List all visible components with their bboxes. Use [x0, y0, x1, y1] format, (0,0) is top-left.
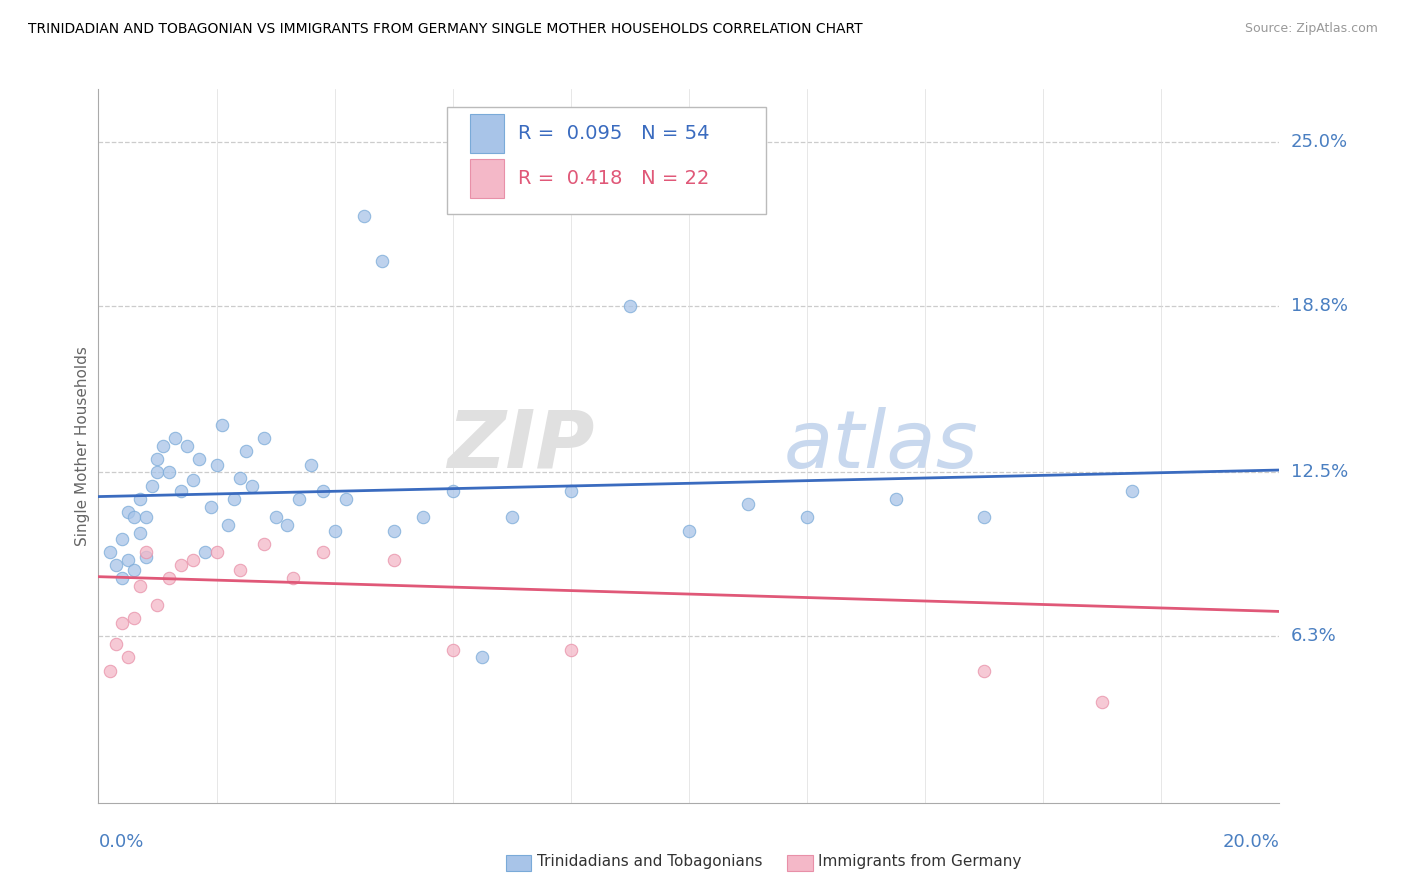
Point	[796, 510, 818, 524]
Point	[323, 524, 346, 538]
Point	[560, 642, 582, 657]
Point	[253, 431, 276, 445]
Point	[382, 552, 405, 566]
Text: 6.3%: 6.3%	[1291, 627, 1336, 645]
Point	[146, 598, 169, 612]
Point	[335, 491, 357, 506]
Point	[105, 637, 128, 651]
Point	[98, 545, 121, 559]
Point	[128, 579, 150, 593]
Point	[117, 650, 139, 665]
Text: Immigrants from Germany: Immigrants from Germany	[818, 855, 1022, 869]
Bar	[471, 159, 503, 198]
Text: 18.8%: 18.8%	[1291, 297, 1347, 315]
Point	[371, 254, 394, 268]
Point	[211, 417, 233, 432]
Point	[146, 466, 169, 480]
Point	[98, 664, 121, 678]
Text: 25.0%: 25.0%	[1291, 133, 1348, 151]
Point	[205, 458, 228, 472]
Point	[288, 491, 311, 506]
Point	[240, 478, 263, 492]
Point	[141, 478, 163, 492]
Point	[471, 650, 494, 665]
Point	[165, 431, 187, 445]
Point	[217, 518, 239, 533]
Point	[501, 510, 523, 524]
Point	[737, 497, 759, 511]
Point	[200, 500, 222, 514]
Point	[135, 545, 157, 559]
Text: 20.0%: 20.0%	[1223, 833, 1279, 851]
Text: R =  0.095   N = 54: R = 0.095 N = 54	[517, 124, 709, 143]
Point	[678, 524, 700, 538]
Point	[412, 510, 434, 524]
Text: atlas: atlas	[783, 407, 979, 485]
Point	[170, 483, 193, 498]
FancyBboxPatch shape	[447, 107, 766, 214]
Point	[619, 299, 641, 313]
Y-axis label: Single Mother Households: Single Mother Households	[75, 346, 90, 546]
Point	[122, 611, 145, 625]
Text: 0.0%: 0.0%	[98, 833, 143, 851]
Text: ZIP: ZIP	[447, 407, 595, 485]
Text: Trinidadians and Tobagonians: Trinidadians and Tobagonians	[537, 855, 762, 869]
Point	[128, 526, 150, 541]
Point	[382, 524, 405, 538]
Point	[152, 439, 174, 453]
Point	[117, 505, 139, 519]
Point	[501, 135, 523, 149]
Text: Source: ZipAtlas.com: Source: ZipAtlas.com	[1244, 22, 1378, 36]
Point	[441, 483, 464, 498]
Point	[146, 452, 169, 467]
Point	[187, 452, 209, 467]
Point	[135, 510, 157, 524]
Point	[973, 510, 995, 524]
Point	[170, 558, 193, 572]
Point	[181, 474, 204, 488]
Point	[441, 642, 464, 657]
Point	[181, 552, 204, 566]
Point	[176, 439, 198, 453]
Point	[105, 558, 128, 572]
Point	[122, 510, 145, 524]
Point	[157, 466, 180, 480]
Point	[205, 545, 228, 559]
Text: TRINIDADIAN AND TOBAGONIAN VS IMMIGRANTS FROM GERMANY SINGLE MOTHER HOUSEHOLDS C: TRINIDADIAN AND TOBAGONIAN VS IMMIGRANTS…	[28, 22, 863, 37]
Point	[128, 491, 150, 506]
Point	[884, 491, 907, 506]
Point	[560, 483, 582, 498]
Point	[135, 549, 157, 564]
Point	[312, 483, 335, 498]
Bar	[471, 114, 503, 153]
Point	[283, 571, 305, 585]
Point	[229, 563, 252, 577]
Point	[299, 458, 322, 472]
Point	[229, 471, 252, 485]
Point	[235, 444, 257, 458]
Text: 12.5%: 12.5%	[1291, 464, 1348, 482]
Point	[253, 537, 276, 551]
Point	[312, 545, 335, 559]
Point	[111, 571, 134, 585]
Point	[973, 664, 995, 678]
Point	[194, 545, 217, 559]
Point	[117, 552, 139, 566]
Point	[122, 563, 145, 577]
Point	[1091, 695, 1114, 709]
Text: R =  0.418   N = 22: R = 0.418 N = 22	[517, 169, 709, 188]
Point	[157, 571, 180, 585]
Point	[276, 518, 298, 533]
Point	[111, 616, 134, 631]
Point	[1121, 483, 1143, 498]
Point	[111, 532, 134, 546]
Point	[224, 491, 246, 506]
Point	[353, 209, 375, 223]
Point	[264, 510, 287, 524]
